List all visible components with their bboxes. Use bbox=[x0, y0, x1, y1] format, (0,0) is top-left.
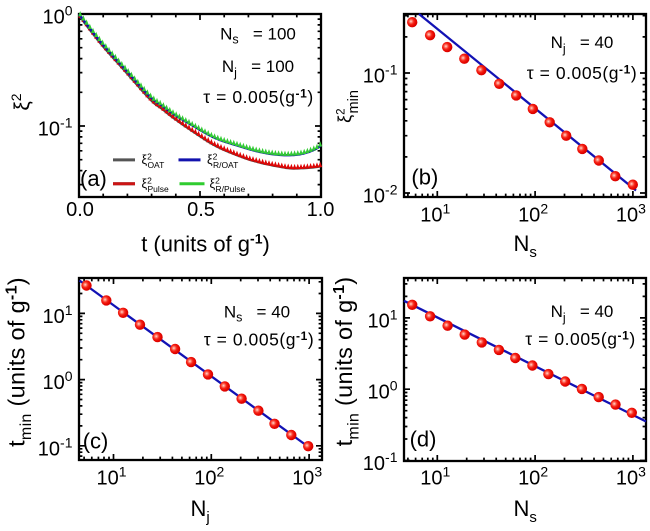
svg-text:Ns = 100: Ns = 100 bbox=[220, 24, 296, 46]
svg-text:10-1: 10-1 bbox=[38, 434, 73, 460]
svg-text:102: 102 bbox=[518, 464, 548, 490]
svg-text:103: 103 bbox=[616, 464, 646, 490]
svg-text:tmin (units of g-1): tmin (units of g-1) bbox=[4, 277, 36, 447]
svg-text:10-2: 10-2 bbox=[363, 182, 398, 208]
svg-text:Ns: Ns bbox=[514, 231, 537, 261]
svg-text:ξ2R/Pulse: ξ2 R/Pulse bbox=[210, 175, 246, 194]
svg-text:0.5: 0.5 bbox=[187, 199, 215, 221]
svg-text:tmin (units of g-1): tmin (units of g-1) bbox=[331, 277, 363, 447]
svg-text:τ = 0.005(g-1): τ = 0.005(g-1) bbox=[204, 329, 314, 350]
svg-text:103: 103 bbox=[616, 201, 646, 227]
svg-text:(b): (b) bbox=[411, 165, 438, 190]
svg-text:100: 100 bbox=[42, 368, 72, 394]
svg-text:t (units of g-1): t (units of g-1) bbox=[141, 230, 270, 256]
svg-text:Nj = 40: Nj = 40 bbox=[551, 33, 614, 56]
svg-text:102: 102 bbox=[194, 464, 224, 490]
svg-text:10-1: 10-1 bbox=[363, 62, 398, 88]
svg-text:Ns: Ns bbox=[514, 496, 537, 526]
svg-text:(a): (a) bbox=[80, 166, 107, 191]
svg-text:Nj: Nj bbox=[191, 496, 210, 526]
svg-text:103: 103 bbox=[292, 464, 322, 490]
svg-text:101: 101 bbox=[367, 306, 397, 332]
svg-text:101: 101 bbox=[420, 464, 450, 490]
svg-text:(c): (c) bbox=[83, 429, 109, 454]
svg-text:101: 101 bbox=[42, 302, 72, 328]
svg-text:102: 102 bbox=[518, 201, 548, 227]
svg-text:τ = 0.005(g-1): τ = 0.005(g-1) bbox=[525, 329, 635, 350]
svg-text:101: 101 bbox=[96, 464, 126, 490]
svg-text:10-1: 10-1 bbox=[363, 449, 398, 475]
svg-text:Nj = 100: Nj = 100 bbox=[222, 57, 294, 80]
svg-text:0.0: 0.0 bbox=[66, 199, 94, 221]
svg-text:101: 101 bbox=[420, 201, 450, 227]
svg-text:100: 100 bbox=[42, 3, 72, 29]
svg-text:(d): (d) bbox=[410, 427, 437, 452]
svg-text:10-1: 10-1 bbox=[38, 115, 73, 141]
svg-text:ξ2: ξ2 bbox=[8, 93, 34, 110]
svg-text:Ns = 40: Ns = 40 bbox=[224, 302, 290, 324]
svg-text:ξ2min: ξ2min bbox=[335, 90, 362, 123]
svg-text:1.0: 1.0 bbox=[307, 199, 335, 221]
svg-text:τ = 0.005(g-1): τ = 0.005(g-1) bbox=[203, 87, 313, 108]
svg-text:Nj = 40: Nj = 40 bbox=[551, 302, 614, 325]
svg-text:100: 100 bbox=[367, 378, 397, 404]
svg-text:τ = 0.005(g-1): τ = 0.005(g-1) bbox=[527, 63, 637, 84]
